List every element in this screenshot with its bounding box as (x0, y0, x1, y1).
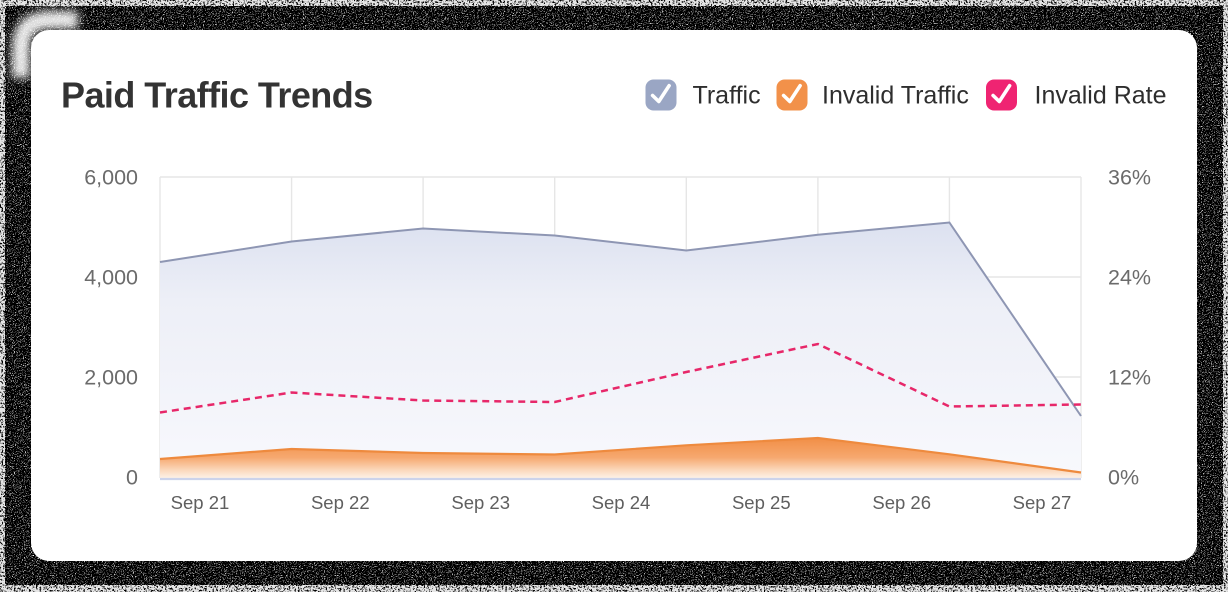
svg-text:Invalid Traffic: Invalid Traffic (822, 82, 969, 110)
svg-text:2,000: 2,000 (84, 366, 138, 390)
svg-text:36%: 36% (1108, 165, 1151, 189)
svg-text:Sep 25: Sep 25 (732, 492, 791, 513)
svg-text:Paid Traffic Trends: Paid Traffic Trends (61, 75, 373, 116)
svg-text:Sep 22: Sep 22 (311, 492, 370, 513)
svg-text:Sep 23: Sep 23 (451, 492, 510, 513)
svg-text:Traffic: Traffic (693, 82, 761, 110)
svg-text:12%: 12% (1108, 365, 1151, 389)
svg-text:Sep 26: Sep 26 (872, 492, 931, 513)
svg-text:Sep 21: Sep 21 (171, 492, 230, 513)
svg-text:Invalid Rate: Invalid Rate (1035, 82, 1167, 110)
svg-text:4,000: 4,000 (84, 266, 138, 290)
svg-text:Sep 24: Sep 24 (592, 492, 651, 513)
svg-text:0: 0 (126, 466, 138, 490)
svg-text:6,000: 6,000 (84, 166, 138, 190)
svg-text:24%: 24% (1108, 265, 1151, 289)
svg-text:0%: 0% (1108, 465, 1139, 489)
svg-text:Sep 27: Sep 27 (1013, 492, 1072, 513)
